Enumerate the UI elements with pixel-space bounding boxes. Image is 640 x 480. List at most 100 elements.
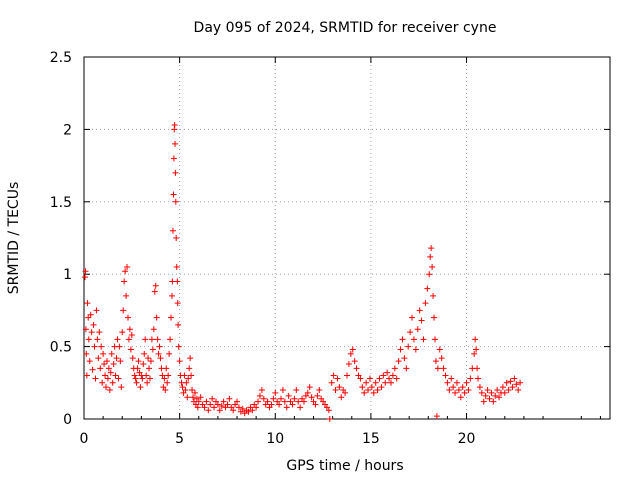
data-point bbox=[87, 311, 94, 318]
data-point bbox=[345, 360, 352, 367]
data-point bbox=[431, 314, 438, 321]
data-point bbox=[117, 358, 124, 365]
data-point bbox=[184, 394, 191, 401]
data-point bbox=[399, 336, 406, 343]
data-point bbox=[185, 375, 192, 382]
data-point bbox=[163, 365, 170, 372]
data-point bbox=[393, 375, 400, 382]
data-point bbox=[195, 398, 202, 405]
data-point bbox=[121, 278, 128, 285]
data-point bbox=[351, 358, 358, 365]
data-point bbox=[363, 379, 370, 386]
x-tick-label: 10 bbox=[266, 431, 284, 447]
data-point bbox=[175, 321, 182, 328]
data-point bbox=[278, 395, 285, 402]
data-point bbox=[83, 372, 90, 379]
data-point bbox=[430, 292, 437, 299]
data-point bbox=[125, 336, 132, 343]
data-point bbox=[467, 375, 474, 382]
data-point bbox=[133, 379, 140, 386]
data-point bbox=[143, 372, 150, 379]
data-point bbox=[372, 379, 379, 386]
data-point bbox=[168, 314, 175, 321]
data-point bbox=[194, 404, 201, 411]
data-point bbox=[446, 387, 453, 394]
data-point bbox=[366, 375, 373, 382]
data-point bbox=[102, 384, 109, 391]
data-point bbox=[108, 350, 115, 357]
data-point bbox=[289, 401, 296, 408]
data-point bbox=[203, 398, 210, 405]
data-point bbox=[304, 389, 311, 396]
data-point bbox=[452, 389, 459, 396]
data-point bbox=[281, 398, 288, 405]
data-point bbox=[235, 404, 242, 411]
data-point bbox=[330, 372, 337, 379]
data-point bbox=[146, 365, 153, 372]
data-point bbox=[157, 355, 164, 362]
data-point bbox=[332, 387, 339, 394]
data-point bbox=[422, 300, 429, 307]
data-point bbox=[230, 407, 237, 414]
data-point bbox=[150, 326, 157, 333]
data-point bbox=[384, 369, 391, 376]
data-point bbox=[101, 360, 108, 367]
data-point bbox=[102, 372, 109, 379]
data-point bbox=[149, 346, 156, 353]
data-point bbox=[256, 392, 263, 399]
data-point bbox=[484, 387, 491, 394]
data-point bbox=[418, 317, 425, 324]
data-point bbox=[387, 379, 394, 386]
data-point bbox=[450, 384, 457, 391]
data-point bbox=[482, 392, 489, 399]
data-point bbox=[109, 379, 116, 386]
data-point bbox=[472, 336, 479, 343]
data-point bbox=[368, 384, 375, 391]
data-point bbox=[189, 387, 196, 394]
data-point bbox=[476, 384, 483, 391]
data-point bbox=[85, 336, 92, 343]
data-point bbox=[349, 346, 356, 353]
data-point bbox=[347, 350, 354, 357]
data-point bbox=[258, 387, 265, 394]
data-point bbox=[145, 355, 152, 362]
data-point bbox=[106, 387, 113, 394]
grid-lines bbox=[84, 57, 610, 419]
data-point bbox=[395, 358, 402, 365]
data-point bbox=[448, 375, 455, 382]
data-point bbox=[84, 300, 91, 307]
data-point bbox=[93, 307, 100, 314]
data-point bbox=[260, 395, 267, 402]
data-point bbox=[306, 384, 313, 391]
data-point bbox=[471, 350, 478, 357]
data-point bbox=[146, 375, 153, 382]
data-point bbox=[474, 365, 481, 372]
data-point bbox=[115, 375, 122, 382]
data-point bbox=[172, 140, 179, 147]
data-point bbox=[128, 332, 135, 339]
data-point bbox=[82, 268, 89, 275]
data-point bbox=[174, 300, 181, 307]
data-point bbox=[129, 355, 136, 362]
data-point bbox=[167, 336, 174, 343]
data-point bbox=[161, 375, 168, 382]
data-point bbox=[92, 375, 99, 382]
data-point bbox=[90, 321, 97, 328]
data-point bbox=[169, 227, 176, 234]
data-point bbox=[295, 398, 302, 405]
data-point bbox=[86, 358, 93, 365]
data-point bbox=[170, 155, 177, 162]
data-point bbox=[513, 381, 520, 388]
data-point bbox=[181, 372, 188, 379]
data-point bbox=[172, 198, 179, 205]
data-point bbox=[234, 398, 241, 405]
data-point bbox=[427, 253, 434, 260]
x-tick-label: 20 bbox=[458, 431, 476, 447]
data-point bbox=[214, 401, 221, 408]
data-point bbox=[113, 355, 120, 362]
data-point bbox=[120, 307, 127, 314]
data-point bbox=[112, 372, 119, 379]
data-point bbox=[83, 350, 90, 357]
data-point bbox=[96, 329, 103, 336]
data-point bbox=[253, 404, 260, 411]
